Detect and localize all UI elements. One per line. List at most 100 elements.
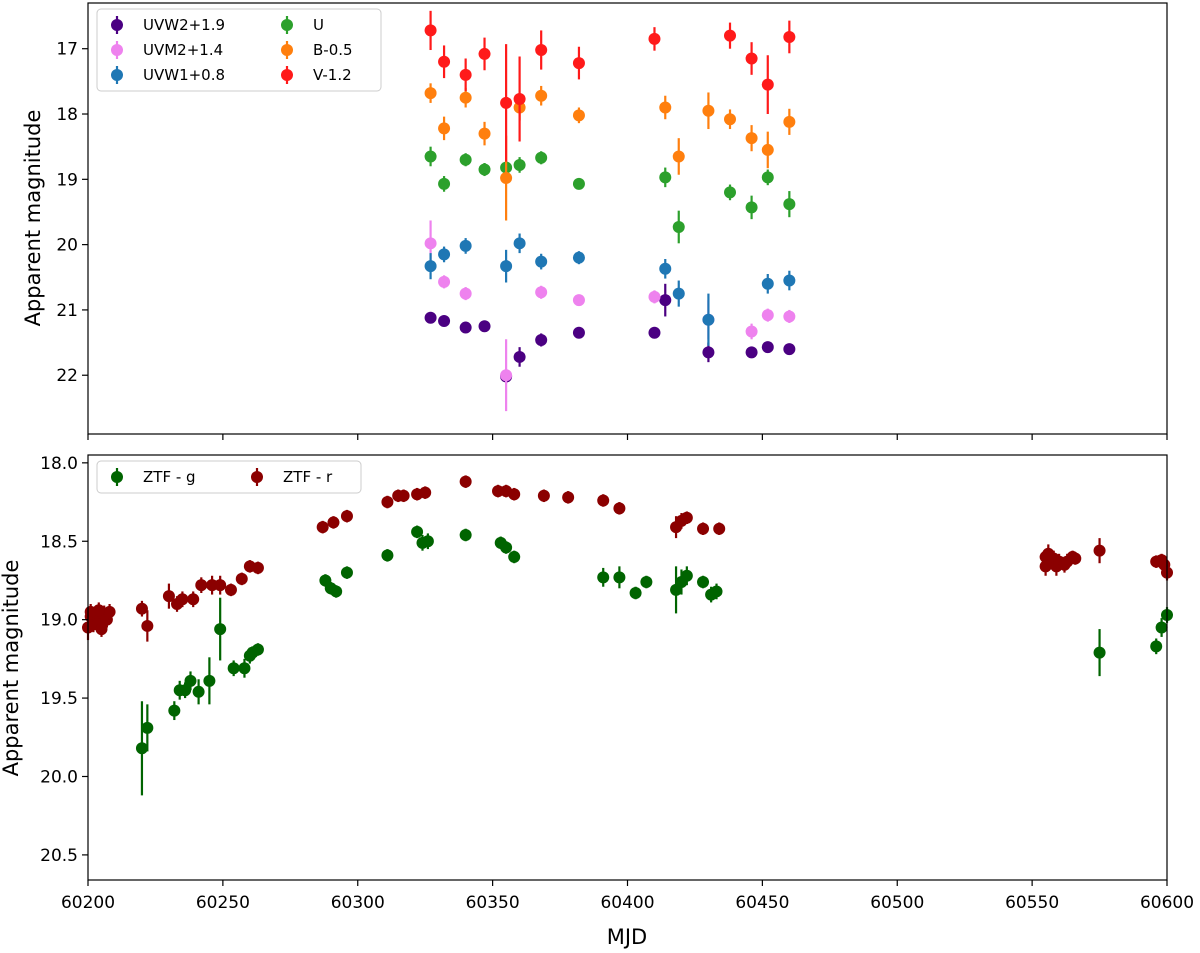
data-point: [761, 309, 774, 322]
data-point: [424, 24, 437, 37]
legend-item: ZTF - g: [111, 468, 196, 486]
data-point: [478, 163, 491, 176]
legend-marker: [111, 69, 123, 81]
data-point: [572, 326, 585, 339]
data-point: [500, 541, 513, 554]
data-point: [513, 158, 526, 171]
legend-item: B-0.5: [281, 41, 353, 59]
x-tick-label: 60550: [1005, 893, 1059, 913]
data-point: [535, 255, 548, 268]
series-uvw2-1-9: [424, 283, 796, 384]
series-ztf-g: [135, 525, 1173, 796]
legend-label: ZTF - g: [143, 468, 196, 486]
data-point: [648, 326, 661, 339]
data-point: [562, 491, 575, 504]
data-point: [745, 132, 758, 145]
top-panel: 17 18 19 20 21 22 Apparent magnitude UVW2+1.9…: [21, 2, 1168, 440]
x-tick-label: 60500: [870, 893, 924, 913]
data-point: [761, 78, 774, 91]
data-point: [572, 109, 585, 122]
data-point: [438, 275, 451, 288]
data-point: [179, 684, 192, 697]
data-point: [597, 494, 610, 507]
data-point: [227, 662, 240, 675]
legend-marker: [251, 471, 263, 483]
legend-label: U: [313, 16, 324, 34]
data-point: [141, 721, 154, 734]
data-point: [572, 177, 585, 190]
data-point: [424, 260, 437, 273]
data-point: [176, 593, 189, 606]
legend-label: UVM2+1.4: [143, 41, 223, 59]
x-tick-label: 60200: [61, 893, 115, 913]
data-point: [761, 341, 774, 354]
series-v-1-2: [424, 10, 796, 162]
data-point: [783, 310, 796, 323]
legend-box: [96, 460, 362, 494]
data-point: [421, 535, 434, 548]
data-point: [672, 287, 685, 300]
data-point: [187, 593, 200, 606]
y-tick-label: 20.5: [40, 846, 78, 866]
x-tick-label: 60400: [600, 893, 654, 913]
data-point: [613, 502, 626, 515]
x-tick-label: 60600: [1140, 893, 1194, 913]
data-point: [513, 350, 526, 363]
legend-marker: [111, 471, 123, 483]
data-point: [327, 516, 340, 529]
y-tick-label: 18.0: [40, 454, 78, 474]
data-point: [141, 619, 154, 632]
data-point: [1093, 544, 1106, 557]
data-point: [745, 52, 758, 65]
data-point: [1093, 646, 1106, 659]
data-point: [438, 177, 451, 190]
data-point: [135, 602, 148, 615]
bottom-panel-y-axis-label: Apparent magnitude: [0, 560, 23, 777]
legend-marker: [281, 44, 293, 56]
data-point: [702, 346, 715, 359]
data-point: [513, 92, 526, 105]
data-point: [697, 576, 710, 589]
data-point: [411, 525, 424, 538]
data-point: [761, 277, 774, 290]
data-point: [724, 29, 737, 42]
data-point: [251, 561, 264, 574]
legend-item: UVM2+1.4: [111, 41, 223, 59]
y-tick-label: 17: [56, 40, 78, 60]
data-point: [424, 150, 437, 163]
legend-marker: [111, 44, 123, 56]
data-point: [680, 569, 693, 582]
data-point: [572, 57, 585, 70]
series-u: [424, 146, 796, 244]
data-point: [184, 674, 197, 687]
bottom-panel-x-axis-label: MJD: [607, 925, 647, 949]
data-point: [92, 604, 105, 617]
data-point: [500, 172, 513, 185]
data-point: [438, 248, 451, 261]
x-tick-label: 60350: [466, 893, 520, 913]
data-point: [500, 260, 513, 273]
data-point: [162, 590, 175, 603]
legend-item: ZTF - r: [251, 468, 333, 486]
data-point: [672, 150, 685, 163]
data-point: [697, 522, 710, 535]
data-point: [238, 662, 251, 675]
data-point: [508, 550, 521, 563]
data-point: [459, 153, 472, 166]
legend-marker: [281, 19, 293, 31]
data-point: [381, 496, 394, 509]
data-point: [659, 171, 672, 184]
data-point: [672, 220, 685, 233]
data-point: [724, 113, 737, 126]
data-point: [513, 237, 526, 250]
data-point: [340, 566, 353, 579]
data-point: [478, 127, 491, 140]
x-tick-label: 60250: [196, 893, 250, 913]
data-point: [535, 333, 548, 346]
data-point: [537, 489, 550, 502]
data-point: [783, 30, 796, 43]
series-uvm2-1-4: [424, 220, 796, 412]
y-tick-label: 18: [56, 105, 78, 125]
data-point: [659, 101, 672, 114]
